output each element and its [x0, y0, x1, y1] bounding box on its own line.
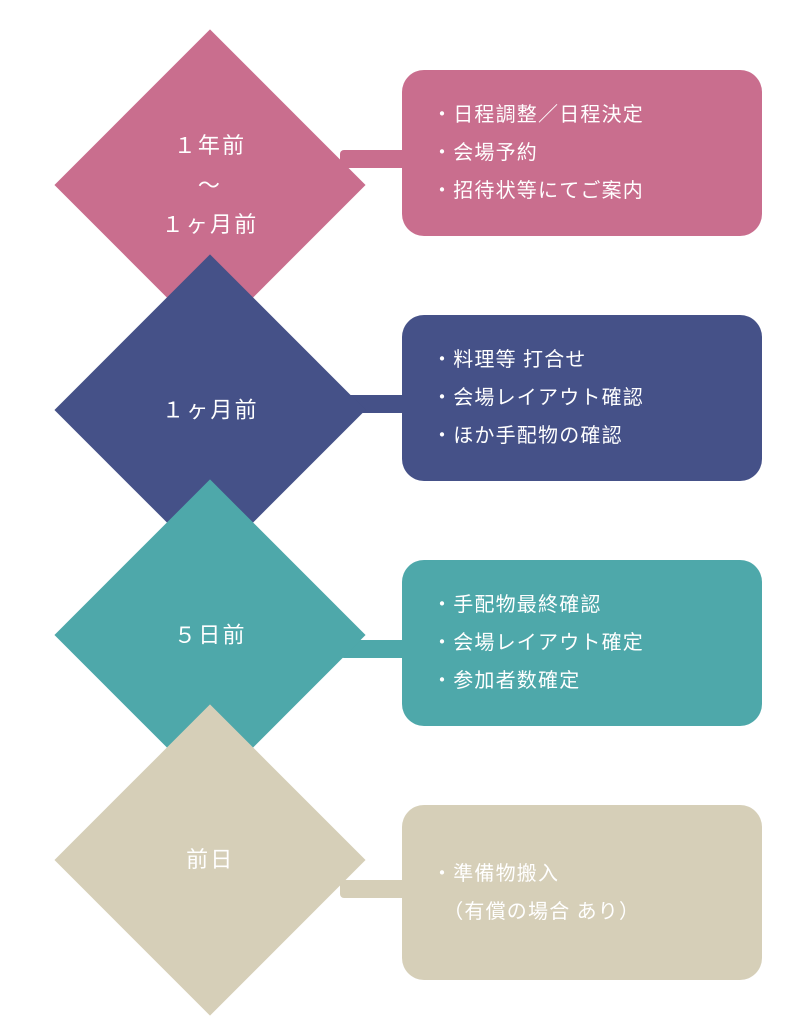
callout-2-item-3: ほか手配物の確認	[432, 417, 736, 455]
infographic-stage: 日程調整／日程決定 会場予約 招待状等にてご案内 １年前 〜 １ヶ月前 料理等 …	[0, 0, 800, 1032]
callout-2: 料理等 打合せ 会場レイアウト確認 ほか手配物の確認	[402, 315, 762, 481]
callout-3-item-2: 会場レイアウト確定	[432, 624, 736, 662]
callout-3-item-3: 参加者数確定	[432, 662, 736, 700]
callout-1-item-2: 会場予約	[432, 134, 736, 172]
diamond-2-label: １ヶ月前	[162, 390, 259, 430]
callout-1-item-1: 日程調整／日程決定	[432, 96, 736, 134]
callout-4-item-1: 準備物搬入 （有償の場合 あり）	[432, 855, 736, 931]
callout-2-item-2: 会場レイアウト確認	[432, 379, 736, 417]
diamond-4-label: 前日	[186, 840, 234, 880]
callout-2-item-1: 料理等 打合せ	[432, 341, 736, 379]
callout-3: 手配物最終確認 会場レイアウト確定 参加者数確定	[402, 560, 762, 726]
callout-1: 日程調整／日程決定 会場予約 招待状等にてご案内	[402, 70, 762, 236]
callout-1-item-3: 招待状等にてご案内	[432, 172, 736, 210]
callout-3-item-1: 手配物最終確認	[432, 586, 736, 624]
diamond-3-label: ５日前	[174, 615, 247, 655]
diamond-1-label: １年前 〜 １ヶ月前	[162, 126, 259, 245]
callout-4: 準備物搬入 （有償の場合 あり）	[402, 805, 762, 980]
diamond-4: 前日	[54, 704, 365, 1015]
